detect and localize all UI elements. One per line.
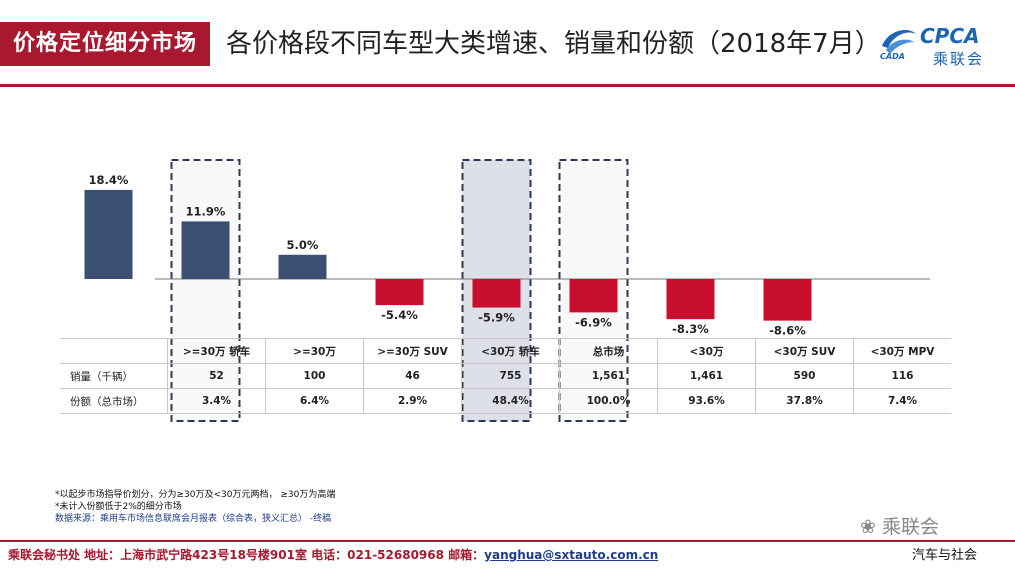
row-label-share: 份额（总市场）	[60, 388, 168, 414]
bar	[666, 279, 715, 320]
table-cell: 1,561	[559, 363, 658, 389]
watermark-text: 乘联会	[881, 516, 939, 538]
data-source-note: 数据来源：乘用车市场信息联席会月报表（综合表，狭义汇总） -终稿	[55, 514, 332, 524]
footer-address: 乘联会秘书处 地址：上海市武宁路423号18号楼901室 电话：021-5268…	[8, 548, 485, 562]
wechat-icon: ❀	[860, 516, 876, 538]
table-cell: 37.8%	[755, 388, 854, 414]
cada-logo-icon	[882, 30, 916, 54]
cpca-logo: CADA CPCA 乘联会	[878, 22, 1003, 68]
footer-email-link[interactable]: yanghua@sxtauto.com.cn	[484, 548, 659, 562]
table-cell: 2.9%	[363, 388, 462, 414]
header-rule	[0, 84, 1015, 87]
table-cell: 6.4%	[265, 388, 364, 414]
table-cell: 52	[167, 363, 266, 389]
bar	[375, 279, 424, 306]
footnotes: *以起步市场指导价划分，分为≥30万及<30万元两档， ≥30万为高端 *未计入…	[55, 489, 335, 525]
table-header-row: >=30万 轿车 >=30万 >=30万 SUV <30万 轿车 总市场 <30…	[60, 338, 951, 364]
data-table: >=30万 轿车 >=30万 >=30万 SUV <30万 轿车 总市场 <30…	[60, 338, 951, 414]
footer-rule	[0, 540, 1015, 542]
bar	[763, 279, 812, 321]
table-header-cell: >=30万 轿车	[167, 338, 266, 364]
data-label: 18.4%	[89, 173, 129, 187]
bar	[472, 279, 521, 308]
table-row-sales: 销量（千辆） 52 100 46 755 1,561 1,461 590 116	[60, 363, 951, 389]
slide-title: 各价格段不同车型大类增速、销量和份额（2018年7月）	[226, 29, 881, 59]
wechat-watermark: ❀ 乘联会	[860, 512, 939, 539]
logo-text-cn: 乘联会	[933, 50, 985, 68]
table-row-share: 份额（总市场） 3.4% 6.4% 2.9% 48.4% 100.0% 93.6…	[60, 388, 951, 414]
table-header-cell: <30万	[657, 338, 756, 364]
logo-mark-text: CADA	[880, 52, 905, 61]
table-cell: 3.4%	[167, 388, 266, 414]
row-label-sales: 销量（千辆）	[60, 363, 168, 389]
data-label: -5.9%	[478, 311, 515, 325]
data-label: 11.9%	[186, 204, 226, 218]
table-cell: 590	[755, 363, 854, 389]
bar	[278, 254, 327, 279]
bar	[569, 279, 618, 313]
table-cell: 46	[363, 363, 462, 389]
table-cell: 48.4%	[461, 388, 560, 414]
table-header-cell: >=30万	[265, 338, 364, 364]
table-cell: 100.0%	[559, 388, 658, 414]
table-header-cell: <30万 MPV	[853, 338, 951, 364]
section-tag: 价格定位细分市场	[0, 22, 210, 66]
table-cell: 116	[853, 363, 951, 389]
table-cell: 100	[265, 363, 364, 389]
table-header-cell: <30万 SUV	[755, 338, 854, 364]
data-label: -6.9%	[575, 315, 612, 329]
table-cell: 93.6%	[657, 388, 756, 414]
header-bar: 价格定位细分市场 各价格段不同车型大类增速、销量和份额（2018年7月） CAD…	[0, 0, 1015, 84]
footer-contact: 乘联会秘书处 地址：上海市武宁路423号18号楼901室 电话：021-5268…	[8, 546, 658, 563]
table-cell: 1,461	[657, 363, 756, 389]
data-label: -8.6%	[769, 324, 806, 338]
bar	[84, 189, 133, 279]
footnote-2: *未计入份额低于2%的细分市场	[55, 502, 182, 512]
data-label: -8.3%	[672, 322, 709, 336]
footnote-1: *以起步市场指导价划分，分为≥30万及<30万元两档， ≥30万为高端	[55, 490, 336, 500]
bar	[181, 221, 230, 279]
data-label: -5.4%	[381, 308, 418, 322]
table-header-cell: >=30万 SUV	[363, 338, 462, 364]
source-mark: 汽车与社会	[912, 548, 978, 563]
table-cell: 7.4%	[853, 388, 951, 414]
table-corner	[60, 338, 168, 364]
table-header-cell: <30万 轿车	[461, 338, 560, 364]
table-cell: 755	[461, 363, 560, 389]
logo-text-en: CPCA	[920, 24, 980, 48]
data-label: 5.0%	[287, 238, 319, 252]
table-header-cell: 总市场	[559, 338, 658, 364]
